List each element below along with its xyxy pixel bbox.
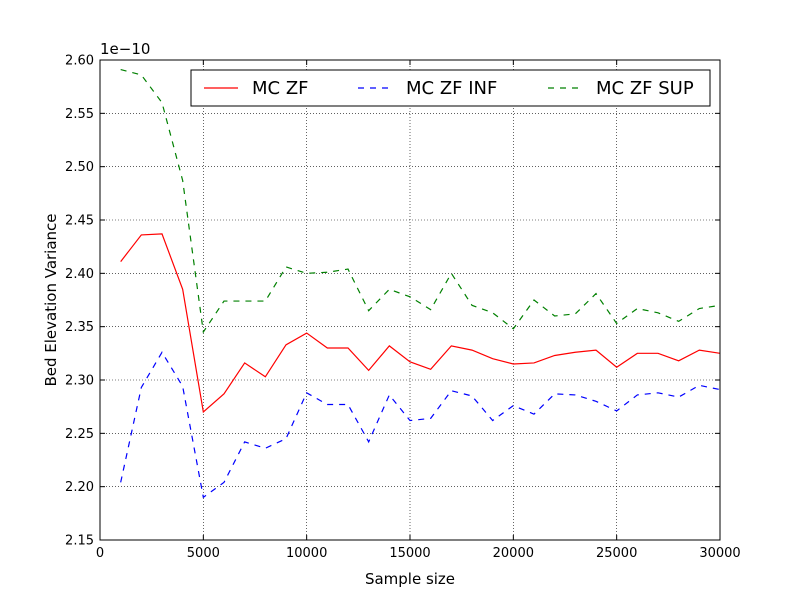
- y-tick-label: 2.40: [65, 267, 94, 282]
- series-layer: [120, 69, 721, 499]
- y-tick-label: 2.45: [65, 214, 94, 229]
- series-line-2: [120, 351, 721, 499]
- x-tick-label: 10000: [286, 546, 327, 561]
- series-line-1: [120, 233, 721, 414]
- y-offset-label: 1e−10: [100, 40, 150, 58]
- x-tick-label: 25000: [596, 546, 637, 561]
- y-tick-label: 2.15: [65, 534, 94, 549]
- y-tick-label: 2.35: [65, 320, 94, 335]
- legend-box: [190, 69, 711, 107]
- series-line-3: [120, 69, 721, 334]
- x-tick-label: 0: [96, 546, 104, 561]
- axis-ticks: 0 5000 10000 15000 20000 25000 30000 2.15 2.20 2.…: [65, 54, 741, 562]
- x-tick-label: 5000: [187, 546, 220, 561]
- x-tick-label: 20000: [493, 546, 534, 561]
- x-tick-label: 15000: [389, 546, 430, 561]
- grid-lines: [100, 60, 720, 540]
- y-axis-label: Bed Elevation Variance: [42, 213, 60, 386]
- y-tick-label: 2.60: [65, 54, 94, 69]
- y-tick-label: 2.25: [65, 427, 94, 442]
- x-tick-label: 30000: [699, 546, 740, 561]
- legend: MC ZF MC ZF INF MC ZF SUP: [190, 69, 711, 107]
- legend-entry-label: MC ZF INF: [406, 78, 497, 99]
- legend-entry-label: MC ZF SUP: [596, 78, 694, 99]
- x-axis-label: Sample size: [365, 570, 455, 588]
- y-tick-label: 2.20: [65, 480, 94, 495]
- y-tick-label: 2.50: [65, 160, 94, 175]
- legend-entry-label: MC ZF: [252, 78, 309, 99]
- y-tick-label: 2.55: [65, 107, 94, 122]
- y-tick-label: 2.30: [65, 374, 94, 389]
